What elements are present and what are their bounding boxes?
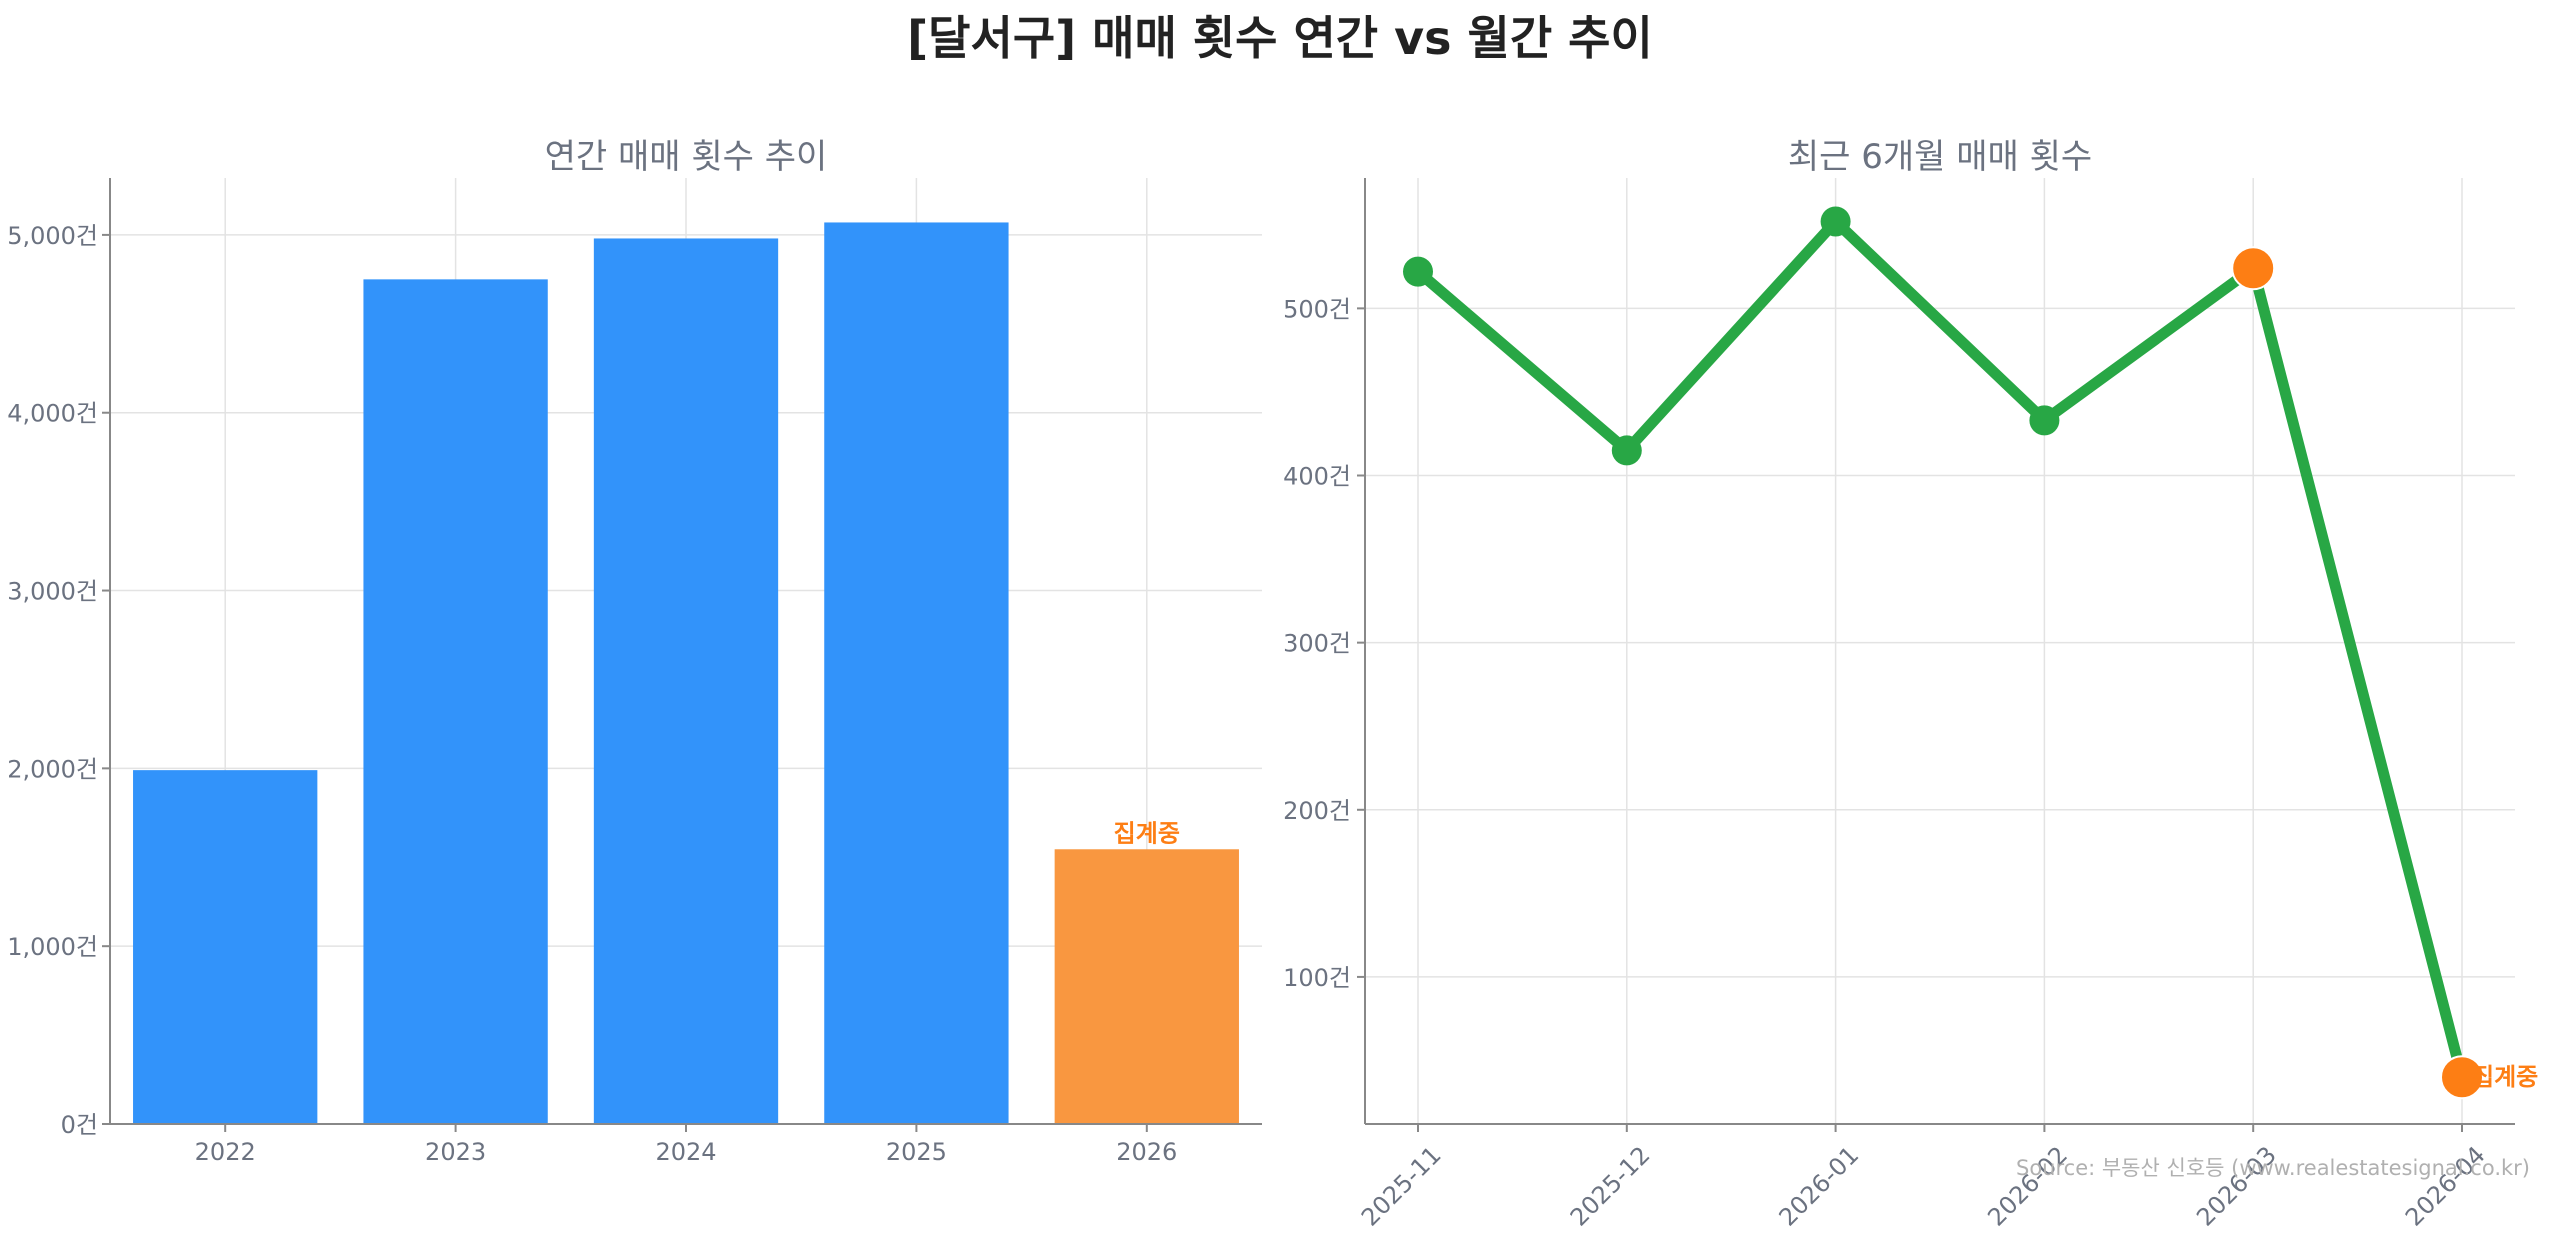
- annual-bars: [133, 222, 1239, 1125]
- x-tick-label: 2026: [1116, 1138, 1177, 1166]
- x-tick-label: 2026-02: [1982, 1141, 2073, 1232]
- y-tick-label: 500건: [1283, 295, 1351, 323]
- y-tick-label: 5,000건: [7, 222, 98, 250]
- series-line: [1414, 215, 2468, 1079]
- y-tick-label: 4,000건: [7, 400, 98, 428]
- monthly-chart-title: 최근 6개월 매매 횟수: [1788, 137, 2092, 177]
- x-tick-label: 2023: [425, 1138, 486, 1166]
- annual-x-ticks: 2022 2023 2024 2025 2026: [195, 1124, 1177, 1166]
- point-2025-12: [1611, 435, 1642, 466]
- x-tick-label: 2025: [886, 1138, 947, 1166]
- y-tick-label: 300건: [1283, 630, 1351, 658]
- x-tick-label: 2026-04: [2400, 1141, 2491, 1232]
- y-tick-label: 0건: [61, 1111, 98, 1139]
- point-2026-02: [2029, 405, 2060, 436]
- bar-2025: [824, 222, 1009, 1124]
- x-tick-label: 2022: [195, 1138, 256, 1166]
- monthly-gridlines: [1365, 178, 2515, 1124]
- x-tick-label: 2026-01: [1774, 1141, 1865, 1232]
- bar-2024: [593, 238, 779, 1125]
- figure-title: [달서구] 매매 횟수 연간 vs 월간 추이: [907, 11, 1653, 65]
- bar-2023: [363, 279, 548, 1124]
- x-tick-label: 2026-03: [2191, 1141, 2282, 1232]
- monthly-partial-annotation: 집계중: [2472, 1063, 2538, 1091]
- monthly-series: [1403, 206, 2484, 1100]
- point-2025-11: [1403, 256, 1433, 287]
- source-note: Source: 부동산 신호등 (www.realestatesignal.co…: [2016, 1156, 2530, 1180]
- y-tick-label: 200건: [1283, 797, 1351, 825]
- bar-2022: [133, 770, 318, 1124]
- y-tick-label: 400건: [1283, 463, 1351, 491]
- y-tick-label: 1,000건: [7, 933, 98, 961]
- annual-chart-title: 연간 매매 횟수 추이: [545, 137, 828, 177]
- x-tick-label: 2025-12: [1565, 1141, 1656, 1232]
- monthly-line-chart: 100건 200건 300건 400건 500건 2025-11 2025-12 2026-…: [1283, 137, 2538, 1232]
- y-tick-label: 100건: [1283, 964, 1351, 992]
- annual-partial-annotation: 집계중: [1114, 819, 1180, 847]
- point-2026-01: [1820, 206, 1851, 237]
- point-2026-04: [2440, 1055, 2484, 1100]
- annual-y-ticks: 0건 1,000건 2,000건 3,000건 4,000건 5,000건: [7, 222, 110, 1139]
- bar-2026: [1054, 849, 1239, 1124]
- y-tick-label: 2,000건: [7, 755, 98, 783]
- point-2026-03: [2231, 246, 2276, 291]
- x-tick-label: 2025-11: [1356, 1141, 1447, 1232]
- y-tick-label: 3,000건: [7, 578, 98, 606]
- monthly-y-ticks: 100건 200건 300건 400건 500건: [1283, 295, 1365, 992]
- x-tick-label: 2024: [655, 1138, 716, 1166]
- monthly-axes: [1364, 178, 2515, 1125]
